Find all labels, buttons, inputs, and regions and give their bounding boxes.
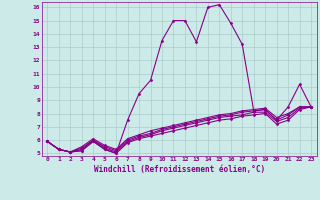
X-axis label: Windchill (Refroidissement éolien,°C): Windchill (Refroidissement éolien,°C): [94, 165, 265, 174]
